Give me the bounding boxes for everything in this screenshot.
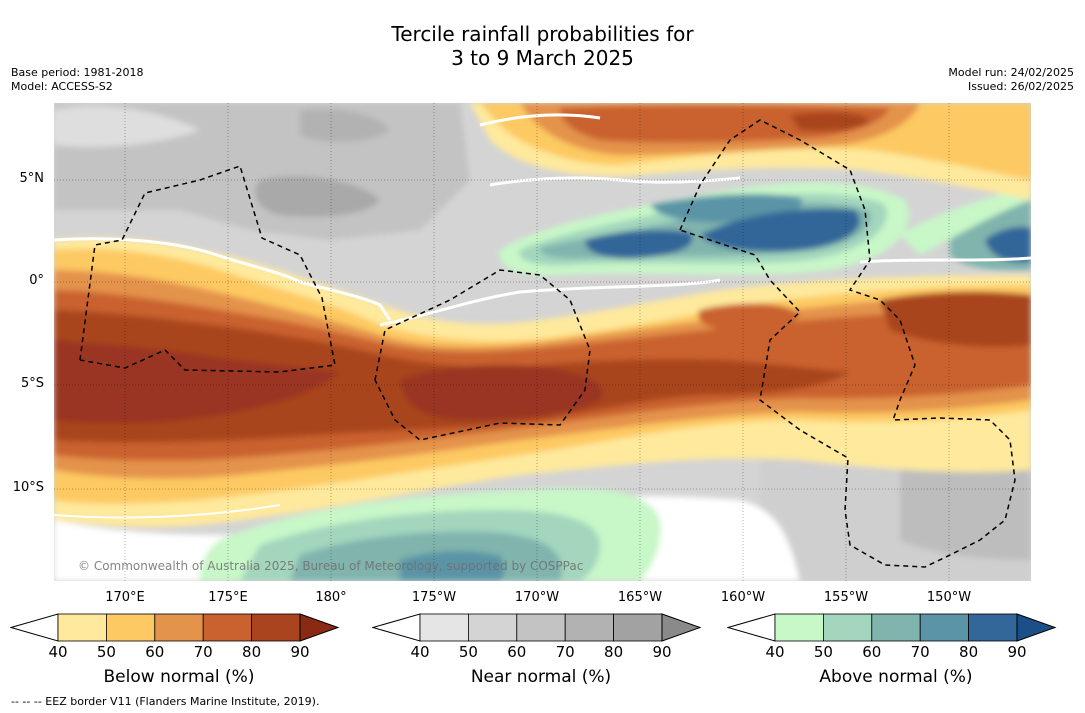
colorbar-segment: [419, 613, 469, 642]
colorbar-tick: 70: [910, 643, 930, 661]
colorbar-segment: [871, 613, 921, 642]
contour-40-south: [54, 504, 281, 519]
near-normal-50-patch: [54, 106, 200, 147]
contour-40-west: [54, 237, 392, 321]
probability-field: [54, 103, 1031, 581]
graticule: [54, 103, 1031, 581]
colorbar-segment: [968, 613, 1018, 642]
colorbar-tick: 60: [507, 643, 527, 661]
lon-label-155w: 155°W: [823, 590, 869, 605]
colorbar-segment: [823, 613, 873, 642]
contour-40-north-mid: [489, 176, 741, 187]
lat-label-5s: 5°S: [20, 376, 44, 391]
meta-right: Model run: 24/02/2025 Issued: 26/02/2025: [948, 66, 1074, 94]
below-normal-80-east: [880, 291, 1031, 347]
map-title: Tercile rainfall probabilities for 3 to …: [0, 22, 1085, 70]
colorbar-low-extend: [10, 613, 59, 642]
colorbar-tick: 80: [242, 643, 262, 661]
colorbar-tick: 40: [765, 643, 785, 661]
eez-border-kiribati-line: [679, 119, 1016, 568]
below-normal-80-north: [790, 112, 870, 131]
contour-40-north: [479, 113, 601, 127]
above-normal-80-south: [400, 551, 505, 581]
lon-label-170w: 170°W: [514, 590, 560, 605]
title-line-1: Tercile rainfall probabilities for: [391, 22, 694, 46]
colorbar-tick: 50: [813, 643, 833, 661]
near-normal-80-patch: [255, 176, 380, 217]
colorbar-segment: [106, 613, 156, 642]
colorbar-tick: 40: [410, 643, 430, 661]
colorbar-segment: [564, 613, 614, 642]
colorbar-high-extend: [1016, 613, 1057, 642]
title-line-2: 3 to 9 March 2025: [451, 46, 634, 70]
eez-legend-note: -- -- -- EEZ border V11 (Flanders Marine…: [11, 695, 320, 708]
colorbar-high-extend: [661, 613, 702, 642]
above-normal-50-far-east: [900, 185, 1031, 255]
colorbar-tick: 60: [145, 643, 165, 661]
colorbar-above-normal: [727, 613, 1057, 642]
model-name: Model: ACCESS-S2: [11, 80, 113, 93]
base-period: Base period: 1981-2018: [11, 66, 144, 79]
colorbar-tick: 50: [96, 643, 116, 661]
colorbar-title-near-normal: Near normal (%): [470, 667, 612, 687]
colorbar-tick: 50: [458, 643, 478, 661]
colorbar-title-above-normal: Above normal (%): [819, 667, 973, 687]
below-normal-85-central: [400, 365, 603, 420]
near-normal-70-patch: [300, 108, 390, 142]
colorbar-tick: 90: [652, 643, 672, 661]
below-normal-70-patch: [698, 303, 800, 330]
colorbar-tick: 70: [555, 643, 575, 661]
colorbar-tick: 70: [193, 643, 213, 661]
colorbar-segment: [468, 613, 518, 642]
meta-left: Base period: 1981-2018 Model: ACCESS-S2: [11, 66, 143, 94]
near-normal-southeast-60: [900, 464, 1031, 560]
colorbar-segment: [919, 613, 969, 642]
lon-label-160w: 160°W: [720, 590, 766, 605]
colorbar-tick: 90: [290, 643, 310, 661]
colorbar-segment: [516, 613, 566, 642]
lat-label-0: 0°: [29, 273, 44, 288]
colorbar-tick: 90: [1007, 643, 1027, 661]
lon-label-175e: 175°E: [208, 590, 248, 605]
colorbar-tick: 60: [862, 643, 882, 661]
colorbar-low-extend: [372, 613, 421, 642]
contour-40-central: [379, 278, 721, 327]
colorbar-segment: [202, 613, 252, 642]
lon-label-165w: 165°W: [617, 590, 663, 605]
eez-border-kiribati-gilbert: [79, 165, 336, 373]
colorbar-below-normal: [10, 613, 340, 642]
colorbar-tick: 40: [48, 643, 68, 661]
lon-label-150w: 150°W: [926, 590, 972, 605]
below-normal-85-west: [54, 340, 340, 424]
colorbar-segment: [613, 613, 663, 642]
model-run: Model run: 24/02/2025: [948, 66, 1074, 79]
colorbar-tick: 80: [959, 643, 979, 661]
lat-label-10s: 10°S: [12, 480, 44, 495]
issued-date: Issued: 26/02/2025: [967, 80, 1074, 93]
copyright-notice: © Commonwealth of Australia 2025, Bureau…: [78, 559, 584, 573]
colorbar-low-extend: [727, 613, 776, 642]
colorbar-segment: [154, 613, 204, 642]
colorbar-segment: [251, 613, 301, 642]
lat-label-5n: 5°N: [19, 171, 45, 186]
colorbar-segment: [57, 613, 107, 642]
lon-label-175w: 175°W: [411, 590, 457, 605]
colorbar-segment: [774, 613, 824, 642]
above-normal-80-east: [700, 208, 860, 252]
colorbar-high-extend: [299, 613, 340, 642]
eez-borders: [79, 119, 1016, 568]
above-normal-80-west: [585, 230, 693, 259]
colorbar-near-normal: [372, 613, 702, 642]
above-normal-80-far-east: [985, 226, 1031, 263]
lon-label-170e: 170°E: [105, 590, 145, 605]
colorbar-title-below-normal: Below normal (%): [103, 667, 255, 687]
lon-label-180: 180°: [315, 590, 347, 605]
colorbar-tick: 80: [604, 643, 624, 661]
